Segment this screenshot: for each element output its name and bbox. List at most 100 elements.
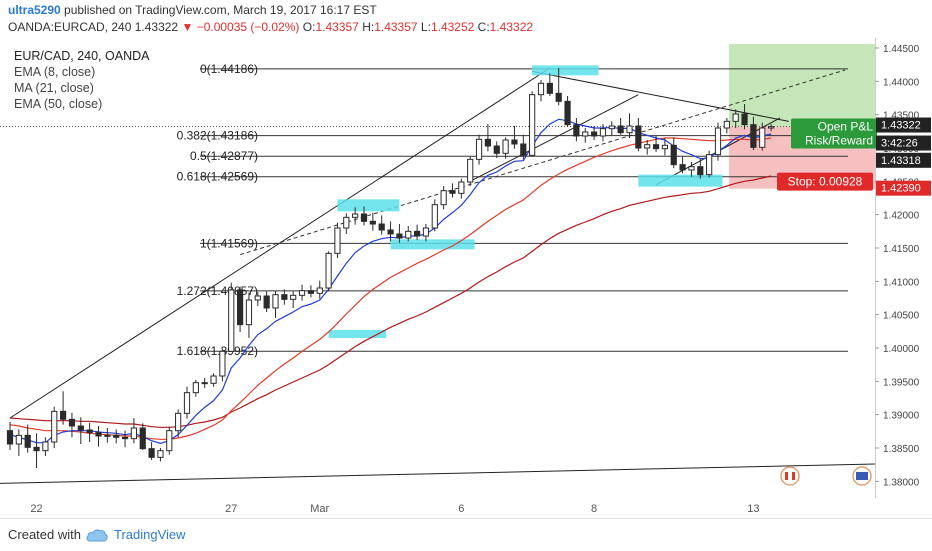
candle xyxy=(360,206,368,226)
candle xyxy=(104,428,111,443)
candle xyxy=(51,406,58,448)
candle-body xyxy=(166,430,173,452)
candle xyxy=(431,199,438,232)
candle-body xyxy=(555,92,562,102)
candle xyxy=(741,104,748,130)
candle xyxy=(272,290,279,318)
close-value: 1.43322 xyxy=(489,20,534,34)
ohlc-line: OANDA:EURCAD, 240 1.43322 ▼ −0.00035 (−0… xyxy=(8,20,533,34)
candle-body xyxy=(343,216,350,229)
candle-body xyxy=(387,229,394,235)
legend-ema50[interactable]: EMA (50, close) xyxy=(14,97,103,111)
published-text: published on TradingView.com, March 19, … xyxy=(60,3,377,17)
candle xyxy=(467,156,474,186)
candle-body xyxy=(449,190,456,194)
candle-body xyxy=(484,138,491,147)
price-chart[interactable]: 1.445001.440001.435001.430001.425001.420… xyxy=(0,38,932,518)
candle xyxy=(245,292,253,338)
candle xyxy=(298,284,306,301)
price-tag-label: 1.43322 xyxy=(881,120,921,132)
candle-body xyxy=(60,410,67,420)
open-value: 1.43357 xyxy=(315,20,359,34)
y-tick-label: 1.40500 xyxy=(883,311,920,322)
y-tick-label: 1.44000 xyxy=(883,77,920,88)
fib-level-label: 1.618(1.39952) xyxy=(177,344,258,358)
price-tag-bg xyxy=(876,117,931,133)
candle-body xyxy=(281,294,288,300)
price-tag-label: 3:42:26 xyxy=(881,138,918,150)
candle-body xyxy=(661,144,668,150)
author-link[interactable]: ultra5290 xyxy=(8,3,61,17)
candle xyxy=(537,80,545,102)
candle-body xyxy=(759,127,766,148)
candle-body xyxy=(369,220,376,225)
candle-body xyxy=(245,299,253,326)
candle xyxy=(644,140,651,155)
candle xyxy=(369,212,376,231)
y-tick-label: 1.41000 xyxy=(883,277,920,288)
candle-body xyxy=(104,434,111,437)
price-tag-bg xyxy=(876,152,931,168)
candle xyxy=(520,134,527,160)
candle-body xyxy=(475,138,483,160)
candle xyxy=(157,448,164,462)
candle-body xyxy=(458,181,465,194)
candle xyxy=(440,186,447,210)
candle-body xyxy=(378,223,385,231)
candle-body xyxy=(334,227,341,254)
candle xyxy=(688,162,695,177)
event-flag-shape xyxy=(856,472,868,480)
ema8-line xyxy=(9,118,772,444)
candle-body xyxy=(157,450,164,458)
candle xyxy=(378,215,385,235)
candle-body xyxy=(51,410,58,443)
candle xyxy=(281,289,288,305)
candle xyxy=(679,156,686,174)
candle xyxy=(219,348,226,382)
candle-body xyxy=(113,434,120,438)
dashed-channel-line xyxy=(239,69,846,256)
fib-level-label: 1.272(1.40857) xyxy=(177,284,258,298)
low-label: L: xyxy=(420,20,431,34)
legend-ema8[interactable]: EMA (8, close) xyxy=(14,65,96,79)
legend-ma21[interactable]: MA (21, close) xyxy=(14,81,94,95)
resistance-line xyxy=(532,70,789,122)
candle xyxy=(228,282,235,352)
candle xyxy=(759,122,766,151)
tradingview-brand-link[interactable]: TradingView xyxy=(114,527,186,542)
candle xyxy=(555,68,562,106)
candle-body xyxy=(599,128,607,137)
candle xyxy=(60,391,67,425)
candle xyxy=(334,222,341,258)
candle-body xyxy=(537,82,545,96)
canada-flag-event-icon xyxy=(780,466,800,486)
candle xyxy=(750,116,757,150)
candle xyxy=(723,118,730,134)
candle-body xyxy=(591,131,598,137)
candle-body xyxy=(564,100,571,126)
candle-body xyxy=(139,427,146,450)
candle xyxy=(591,126,598,140)
candle-body xyxy=(750,124,757,148)
candle xyxy=(573,118,580,142)
candle xyxy=(139,423,146,450)
candle-body xyxy=(768,126,775,129)
high-label: H: xyxy=(362,20,375,34)
candle-body xyxy=(360,213,368,222)
candle xyxy=(343,213,350,234)
candle-body xyxy=(422,227,430,237)
candle xyxy=(254,292,261,306)
candle-body xyxy=(546,82,553,94)
candle xyxy=(201,378,208,388)
candle-body xyxy=(635,125,642,149)
candle-body xyxy=(219,350,226,377)
candle-body xyxy=(617,125,624,134)
highlight-box xyxy=(390,239,475,250)
candle xyxy=(15,429,22,456)
last-price: 1.43322 xyxy=(134,20,179,34)
candle xyxy=(396,224,403,243)
candle xyxy=(502,137,509,159)
candle xyxy=(475,134,483,165)
candle xyxy=(210,373,217,387)
candle-body xyxy=(77,425,84,431)
